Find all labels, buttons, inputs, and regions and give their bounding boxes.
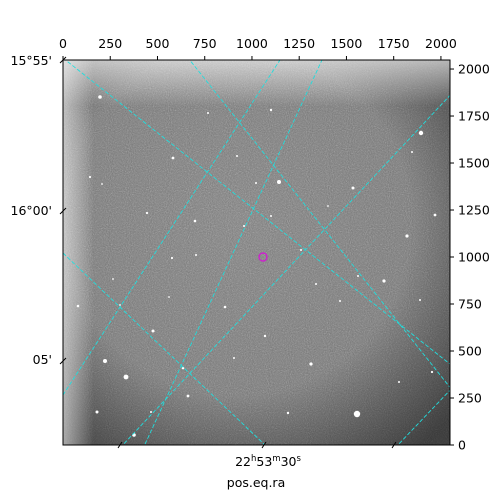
right-axis-tick-label: 1000 [458,250,490,265]
star [123,374,129,380]
star [181,366,185,370]
star [233,357,235,359]
star [269,108,273,112]
right-axis-tick-label: 2000 [458,62,490,77]
star [255,182,257,184]
star [150,411,152,413]
star [101,183,103,185]
star [207,112,209,114]
star [98,95,102,99]
star [419,299,421,301]
top-axis-tick-label: 500 [146,36,170,51]
right-axis-tick-label: 500 [458,344,482,359]
right-axis-tick-label: 1750 [458,109,490,124]
grid-line [144,60,323,445]
star [327,205,329,207]
star [145,211,149,215]
image-panel [63,60,450,445]
grid-line [397,389,450,445]
star [223,305,227,309]
star [95,410,99,414]
top-axis-tick-label: 1000 [236,36,268,51]
top-pixel-axis: 0 250 500 750 1000 1250 1500 1750 2000 [59,36,457,60]
star [277,180,281,184]
grid-line [63,60,281,396]
star [382,279,386,283]
top-axis-tick-label: 1750 [378,36,410,51]
star [236,155,238,157]
star [300,249,302,251]
grid-line [63,252,266,445]
right-axis-tick-label: 0 [458,438,466,453]
top-axis-tick-label: 1500 [331,36,363,51]
target-marker [258,252,268,262]
star [411,151,413,153]
star [112,278,114,280]
right-axis-tick-label: 1500 [458,156,490,171]
star [351,186,355,190]
top-axis-tick-label: 250 [98,36,122,51]
top-axis-tick-label: 1250 [283,36,315,51]
star [339,300,341,302]
star [309,362,313,366]
star [405,234,409,238]
star [263,334,267,338]
right-pixel-axis: 0 250 500 750 1000 1250 1500 1750 2000 [450,62,490,453]
star [103,359,107,363]
star-field [76,95,437,437]
grid-line [64,60,450,365]
right-axis-tick-label: 250 [458,391,482,406]
grid-line [122,94,450,445]
left-dec-axis: 15°55' 16°00' 05' [11,53,67,367]
right-axis-tick-label: 1250 [458,203,490,218]
dec-tick-label: 15°55' [11,53,53,68]
star [418,130,424,136]
grid-line [189,60,450,389]
right-axis-tick-label: 750 [458,297,482,312]
star [286,411,290,415]
star [430,370,434,374]
star [353,410,361,418]
top-axis-tick-label: 2000 [425,36,457,51]
star [315,283,317,285]
dec-tick-label: 16°00' [11,203,53,218]
star [168,296,170,298]
bottom-ra-axis: 22h53m30s [117,441,397,469]
star [88,175,92,179]
star [186,394,190,398]
star [398,381,400,383]
star [193,219,197,223]
dec-tick-label: 05' [33,352,52,367]
star [171,156,175,160]
star [119,304,121,306]
star [270,215,272,217]
star [170,256,174,260]
star [195,254,197,256]
x-axis-title: pos.eq.ra [227,475,285,490]
star [357,275,359,277]
coordinate-grid [63,60,450,445]
plot-frame [62,59,451,446]
star [433,213,437,217]
top-axis-tick-label: 750 [193,36,217,51]
star [151,329,155,333]
star [243,225,245,227]
top-axis-tick-label: 0 [59,36,67,51]
star [76,304,80,308]
ra-tick-label: 22h53m30s [235,454,301,469]
